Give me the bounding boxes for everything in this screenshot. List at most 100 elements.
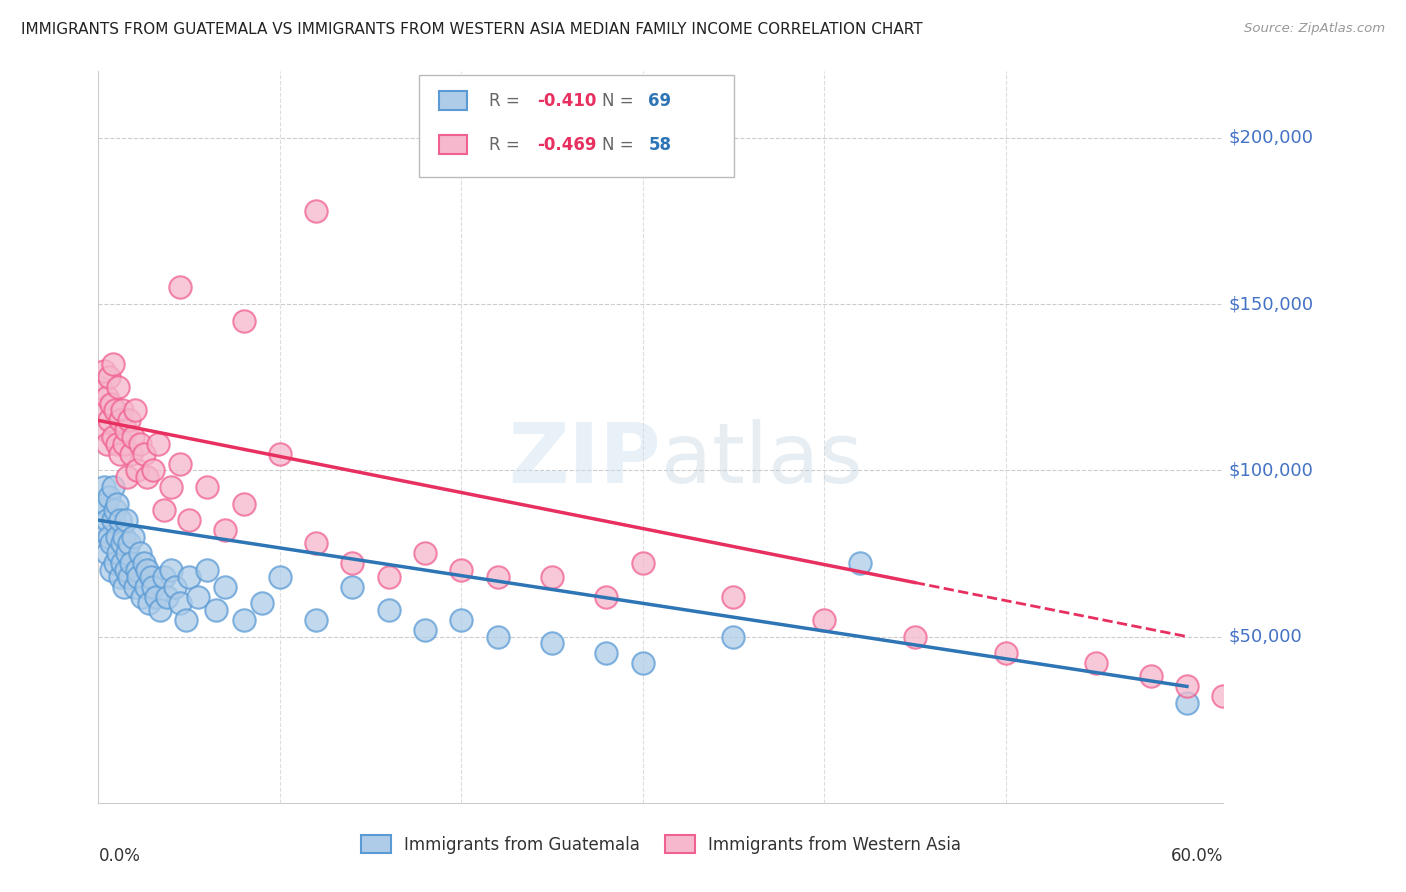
Point xyxy=(1139,669,1161,683)
Point xyxy=(107,380,129,394)
Point xyxy=(195,480,218,494)
Point xyxy=(450,563,472,577)
Point xyxy=(187,590,209,604)
Text: -0.469: -0.469 xyxy=(537,136,596,153)
Point xyxy=(214,580,236,594)
Point xyxy=(98,413,121,427)
Point xyxy=(232,613,254,627)
Point xyxy=(112,530,135,544)
Point xyxy=(305,613,328,627)
Point xyxy=(269,447,291,461)
Point xyxy=(96,436,118,450)
Point xyxy=(214,523,236,537)
Text: -0.410: -0.410 xyxy=(537,92,596,110)
Point xyxy=(96,390,118,404)
Point xyxy=(117,546,139,560)
Text: $50,000: $50,000 xyxy=(1229,628,1302,646)
Text: $150,000: $150,000 xyxy=(1229,295,1315,313)
Point xyxy=(250,596,273,610)
Text: $200,000: $200,000 xyxy=(1229,128,1313,147)
Point xyxy=(117,470,139,484)
Point xyxy=(205,603,228,617)
Point xyxy=(112,436,135,450)
Point xyxy=(98,370,121,384)
Point xyxy=(132,447,155,461)
Point xyxy=(631,557,654,571)
Text: atlas: atlas xyxy=(661,418,862,500)
Point xyxy=(108,447,131,461)
Point xyxy=(142,463,165,477)
Point xyxy=(169,596,191,610)
Point xyxy=(377,570,399,584)
Point xyxy=(723,590,745,604)
Point xyxy=(118,570,141,584)
Point xyxy=(413,623,436,637)
Point xyxy=(174,613,197,627)
Point xyxy=(111,536,134,550)
Point xyxy=(129,436,152,450)
Text: Source: ZipAtlas.com: Source: ZipAtlas.com xyxy=(1244,22,1385,36)
Text: ZIP: ZIP xyxy=(509,418,661,500)
Point xyxy=(111,557,134,571)
Legend: Immigrants from Guatemala, Immigrants from Western Asia: Immigrants from Guatemala, Immigrants fr… xyxy=(354,829,967,860)
Text: 0.0%: 0.0% xyxy=(98,847,141,864)
Point xyxy=(169,457,191,471)
Point xyxy=(122,530,145,544)
Point xyxy=(813,613,835,627)
Point xyxy=(105,530,128,544)
Point xyxy=(114,563,136,577)
Point xyxy=(94,497,117,511)
Point xyxy=(108,570,131,584)
Point xyxy=(108,413,131,427)
Text: 58: 58 xyxy=(648,136,672,153)
FancyBboxPatch shape xyxy=(419,75,734,178)
Point xyxy=(486,630,509,644)
Point xyxy=(136,470,159,484)
Point xyxy=(96,513,118,527)
Point xyxy=(305,536,328,550)
Point xyxy=(91,523,114,537)
Point xyxy=(114,424,136,438)
Point xyxy=(107,546,129,560)
Point xyxy=(138,596,160,610)
Point xyxy=(132,557,155,571)
Point xyxy=(342,557,364,571)
Point xyxy=(179,570,201,584)
Point xyxy=(152,503,174,517)
Point xyxy=(104,557,127,571)
Point xyxy=(105,436,128,450)
Point xyxy=(127,570,149,584)
Point xyxy=(139,570,162,584)
Point xyxy=(1085,656,1108,670)
Point xyxy=(631,656,654,670)
Point xyxy=(595,590,617,604)
FancyBboxPatch shape xyxy=(439,92,467,110)
Point xyxy=(904,630,927,644)
Point xyxy=(541,570,564,584)
Point xyxy=(91,403,114,417)
Point xyxy=(135,580,157,594)
Point xyxy=(89,380,111,394)
Point xyxy=(105,497,128,511)
Point xyxy=(129,546,152,560)
Point xyxy=(118,413,141,427)
Point xyxy=(163,580,186,594)
Point xyxy=(142,580,165,594)
Point xyxy=(114,513,136,527)
Point xyxy=(101,357,124,371)
Point xyxy=(120,447,142,461)
Text: IMMIGRANTS FROM GUATEMALA VS IMMIGRANTS FROM WESTERN ASIA MEDIAN FAMILY INCOME C: IMMIGRANTS FROM GUATEMALA VS IMMIGRANTS … xyxy=(21,22,922,37)
Point xyxy=(96,546,118,560)
Point xyxy=(723,630,745,644)
Point xyxy=(101,513,124,527)
Point xyxy=(149,603,172,617)
Point xyxy=(148,436,170,450)
Point xyxy=(112,580,135,594)
Point xyxy=(541,636,564,650)
Text: 69: 69 xyxy=(648,92,672,110)
Point xyxy=(122,430,145,444)
Point xyxy=(93,363,115,377)
Point xyxy=(269,570,291,584)
Point xyxy=(195,563,218,577)
Point xyxy=(93,480,115,494)
